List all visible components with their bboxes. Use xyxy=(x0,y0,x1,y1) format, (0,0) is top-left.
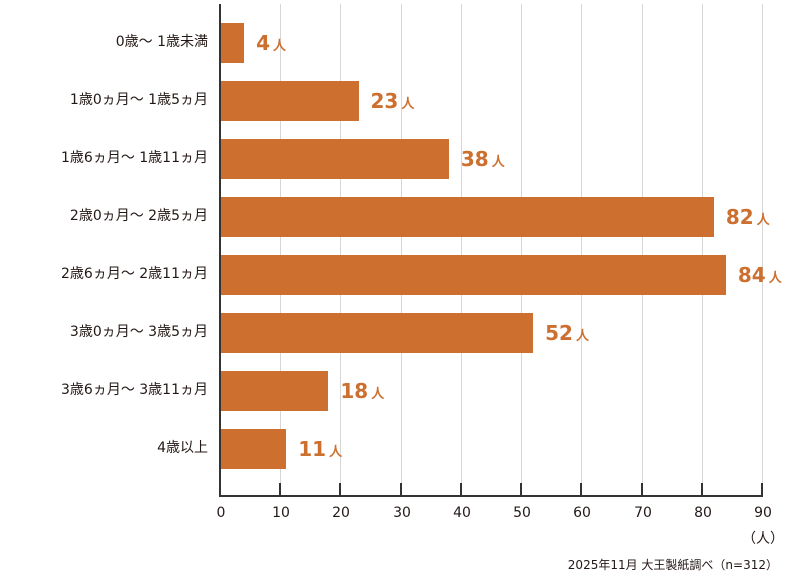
gridline xyxy=(702,4,703,496)
x-tick xyxy=(520,483,522,496)
value-number: 82 xyxy=(725,205,754,229)
x-axis-unit: （人） xyxy=(742,531,784,547)
value-unit: 人 xyxy=(768,271,782,286)
bar xyxy=(221,197,714,237)
gridline xyxy=(461,4,462,496)
x-tick-label: 40 xyxy=(453,505,471,521)
category-label: 2歳0ヵ月〜 2歳5ヵ月 xyxy=(69,208,208,224)
category-label: 0歳〜 1歳未満 xyxy=(115,34,208,50)
x-tick-label: 20 xyxy=(332,505,350,521)
value-label: 11 人 xyxy=(298,437,342,465)
x-tick xyxy=(580,483,582,496)
x-tick xyxy=(339,483,341,496)
value-number: 18 xyxy=(340,379,369,403)
category-label: 2歳6ヵ月〜 2歳11ヵ月 xyxy=(61,266,208,282)
gridline xyxy=(521,4,522,496)
x-tick-label: 80 xyxy=(694,505,712,521)
bar xyxy=(221,23,245,63)
gridline xyxy=(642,4,643,496)
x-tick-label: 0 xyxy=(216,505,226,521)
gridline xyxy=(280,4,281,496)
value-label: 82 人 xyxy=(726,205,770,233)
value-number: 4 xyxy=(256,31,270,55)
x-tick-label: 50 xyxy=(513,505,531,521)
gridline xyxy=(401,4,402,496)
value-number: 38 xyxy=(460,147,489,171)
x-tick xyxy=(400,483,402,496)
value-number: 11 xyxy=(298,437,327,461)
bar xyxy=(221,139,449,179)
value-label: 84 人 xyxy=(738,263,782,291)
value-label: 52 人 xyxy=(545,321,589,349)
value-number: 23 xyxy=(370,89,399,113)
x-tick-label: 60 xyxy=(573,505,591,521)
x-tick-label: 90 xyxy=(754,505,772,521)
x-tick-label: 10 xyxy=(272,505,290,521)
gridline xyxy=(581,4,582,496)
x-tick xyxy=(279,483,281,496)
source-note: 2025年11月 大王製紙調べ（n=312） xyxy=(567,558,778,572)
x-tick xyxy=(460,483,462,496)
x-axis xyxy=(219,495,763,497)
value-unit: 人 xyxy=(273,39,287,54)
bar xyxy=(221,81,359,121)
value-unit: 人 xyxy=(491,155,505,170)
gridline xyxy=(762,4,763,496)
value-unit: 人 xyxy=(401,97,415,112)
value-unit: 人 xyxy=(575,329,589,344)
x-tick xyxy=(701,483,703,496)
bar xyxy=(221,255,726,295)
bar xyxy=(221,313,534,353)
x-tick-label: 30 xyxy=(393,505,411,521)
x-tick xyxy=(761,483,763,496)
x-tick-label: 70 xyxy=(634,505,652,521)
gridline xyxy=(340,4,341,496)
value-unit: 人 xyxy=(756,213,770,228)
category-label: 1歳6ヵ月〜 1歳11ヵ月 xyxy=(61,150,208,166)
value-label: 38 人 xyxy=(461,147,505,175)
category-label: 1歳0ヵ月〜 1歳5ヵ月 xyxy=(69,92,208,108)
value-label: 18 人 xyxy=(340,379,384,407)
bar xyxy=(221,371,329,411)
value-unit: 人 xyxy=(371,387,385,402)
value-number: 84 xyxy=(737,263,766,287)
value-number: 52 xyxy=(545,321,573,345)
value-unit: 人 xyxy=(329,445,343,460)
x-tick xyxy=(641,483,643,496)
value-label: 23 人 xyxy=(371,89,415,117)
y-axis xyxy=(219,4,221,497)
category-label: 3歳0ヵ月〜 3歳5ヵ月 xyxy=(69,324,208,340)
category-label: 3歳6ヵ月〜 3歳11ヵ月 xyxy=(61,382,208,398)
category-label: 4歳以上 xyxy=(157,440,208,456)
bar xyxy=(221,429,287,469)
